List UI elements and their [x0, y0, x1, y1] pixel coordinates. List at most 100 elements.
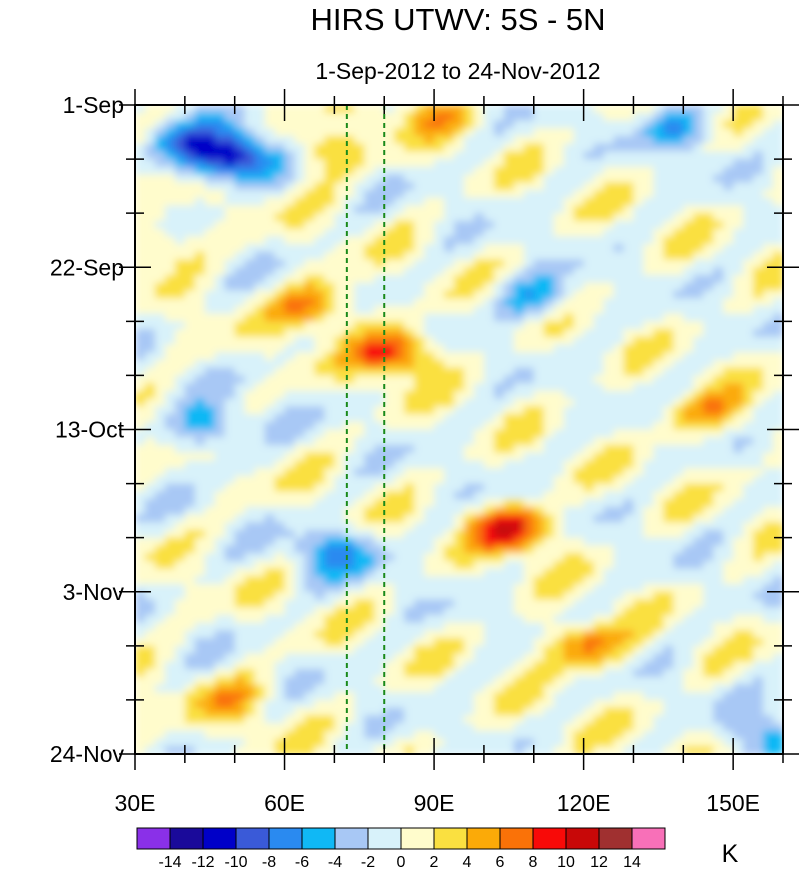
heatmap-cell [135, 305, 146, 315]
heatmap-cell [763, 321, 774, 330]
heatmap-cell [234, 236, 246, 245]
heatmap-cell [463, 429, 475, 438]
heatmap-cell [463, 398, 475, 407]
heatmap-cell [234, 529, 246, 539]
heatmap-cell [414, 560, 425, 570]
heatmap-cell [354, 305, 365, 315]
heatmap-cell [184, 135, 196, 145]
heatmap-cell [234, 499, 246, 508]
heatmap-cell [643, 661, 654, 670]
heatmap-cell [663, 290, 674, 299]
heatmap-cell [224, 228, 236, 237]
heatmap-cell [773, 236, 783, 245]
heatmap-cell [374, 159, 385, 168]
heatmap-cell [643, 182, 654, 191]
heatmap-cell [693, 282, 704, 292]
heatmap-cell [463, 336, 475, 346]
heatmap-cell [603, 545, 615, 554]
heatmap-cell [623, 244, 635, 253]
heatmap-cell [384, 676, 395, 686]
heatmap-cell [703, 197, 714, 207]
heatmap-cell [533, 437, 545, 446]
heatmap-cell [693, 321, 704, 330]
heatmap-cell [454, 143, 465, 152]
heatmap-cell [473, 607, 485, 616]
heatmap-cell [493, 259, 505, 268]
heatmap-cell [344, 274, 355, 284]
heatmap-cell [374, 661, 385, 670]
heatmap-cell [463, 344, 475, 353]
heatmap-cell [723, 205, 734, 214]
heatmap-cell [463, 159, 475, 168]
heatmap-cell [404, 437, 415, 446]
heatmap-cell [434, 475, 445, 485]
heatmap-cell [444, 151, 455, 160]
heatmap-cell [334, 584, 345, 593]
heatmap-cell [653, 205, 664, 214]
heatmap-cell [643, 560, 654, 570]
heatmap-cell [244, 444, 256, 454]
heatmap-cell [633, 553, 645, 562]
heatmap-cell [573, 336, 585, 346]
heatmap-cell [404, 560, 415, 570]
heatmap-cell [503, 468, 515, 477]
heatmap-cell [274, 228, 286, 237]
heatmap-cell [284, 452, 296, 462]
heatmap-cell [483, 483, 495, 492]
heatmap-cell [254, 336, 266, 346]
heatmap-cell [164, 213, 176, 222]
heatmap-cell [673, 189, 684, 199]
heatmap-cell [404, 290, 415, 299]
heatmap-cell [613, 437, 625, 446]
heatmap-cell [174, 174, 186, 183]
heatmap-cell [753, 661, 764, 670]
heatmap-cell [753, 599, 764, 608]
heatmap-cell [593, 197, 605, 207]
heatmap-cell [753, 460, 764, 469]
heatmap-cell [633, 143, 645, 152]
heatmap-cell [603, 514, 615, 523]
heatmap-cell [144, 189, 156, 199]
heatmap-cell [723, 251, 734, 261]
heatmap-cell [344, 452, 355, 462]
heatmap-cell [493, 267, 505, 276]
heatmap-cell [503, 220, 515, 230]
heatmap-cell [184, 622, 196, 631]
heatmap-cell [384, 228, 395, 237]
heatmap-cell [463, 460, 475, 469]
heatmap-cell [164, 437, 176, 446]
heatmap-cell [174, 120, 186, 129]
heatmap-cell [274, 599, 286, 608]
heatmap-cell [164, 661, 176, 670]
heatmap-cell [154, 499, 166, 508]
heatmap-cell [174, 692, 186, 701]
heatmap-cell [753, 282, 764, 292]
heatmap-cell [384, 491, 395, 500]
heatmap-cell [613, 491, 625, 500]
heatmap-cell [294, 321, 306, 330]
heatmap-cell [613, 197, 625, 207]
heatmap-cell [503, 159, 515, 168]
heatmap-cell [434, 267, 445, 276]
heatmap-cell [324, 329, 335, 338]
heatmap-cell [703, 112, 714, 122]
heatmap-cell [733, 545, 744, 554]
heatmap-cell [743, 344, 754, 353]
heatmap-cell [633, 220, 645, 230]
heatmap-cell [204, 128, 216, 137]
heatmap-cell [424, 576, 435, 585]
heatmap-cell [493, 514, 505, 523]
heatmap-cell [135, 684, 146, 693]
heatmap-cell [454, 661, 465, 670]
heatmap-cell [154, 182, 166, 191]
heatmap-cell [314, 367, 326, 377]
heatmap-cell [613, 398, 625, 407]
heatmap-cell [743, 159, 754, 168]
heatmap-cell [703, 151, 714, 160]
heatmap-cell [264, 321, 276, 330]
heatmap-cell [224, 630, 236, 639]
heatmap-cell [463, 560, 475, 570]
heatmap-cell [294, 359, 306, 369]
heatmap-cell [154, 305, 166, 315]
heatmap-cell [354, 128, 365, 137]
